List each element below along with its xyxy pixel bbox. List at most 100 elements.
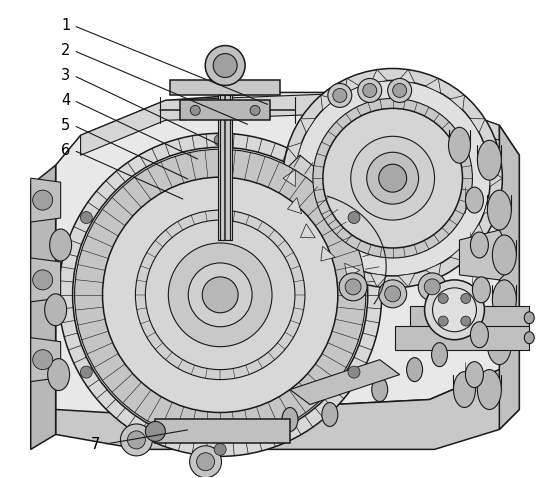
Circle shape xyxy=(73,147,368,443)
Text: 1: 1 xyxy=(61,18,70,33)
Circle shape xyxy=(333,88,347,102)
Polygon shape xyxy=(450,246,464,261)
Ellipse shape xyxy=(282,408,298,432)
Circle shape xyxy=(214,444,226,456)
Circle shape xyxy=(80,366,92,378)
Polygon shape xyxy=(484,197,498,214)
Ellipse shape xyxy=(492,280,516,320)
Text: 3: 3 xyxy=(61,68,70,83)
Circle shape xyxy=(190,105,200,115)
Polygon shape xyxy=(371,273,387,287)
Circle shape xyxy=(169,243,272,347)
Circle shape xyxy=(213,54,237,77)
Ellipse shape xyxy=(525,312,534,324)
Polygon shape xyxy=(410,306,530,330)
Polygon shape xyxy=(56,340,519,449)
Circle shape xyxy=(461,316,471,326)
Text: 6: 6 xyxy=(61,143,70,158)
Circle shape xyxy=(424,279,440,295)
Circle shape xyxy=(202,277,238,313)
Ellipse shape xyxy=(492,235,516,275)
Circle shape xyxy=(136,210,305,380)
Ellipse shape xyxy=(45,294,66,326)
Circle shape xyxy=(384,286,401,302)
Polygon shape xyxy=(80,92,499,155)
Ellipse shape xyxy=(47,358,70,391)
Circle shape xyxy=(283,68,502,288)
Polygon shape xyxy=(321,95,335,110)
Circle shape xyxy=(328,84,352,108)
Ellipse shape xyxy=(487,190,511,230)
Circle shape xyxy=(188,263,252,327)
Text: 7: 7 xyxy=(91,437,100,452)
Circle shape xyxy=(146,422,165,441)
Polygon shape xyxy=(459,230,509,280)
Polygon shape xyxy=(371,70,387,83)
Text: 2: 2 xyxy=(61,43,70,58)
Polygon shape xyxy=(300,119,315,132)
Ellipse shape xyxy=(150,425,160,437)
Polygon shape xyxy=(56,92,519,414)
Circle shape xyxy=(214,134,226,146)
Ellipse shape xyxy=(449,127,470,163)
Circle shape xyxy=(393,84,407,98)
Ellipse shape xyxy=(478,369,501,410)
Polygon shape xyxy=(470,119,485,132)
Circle shape xyxy=(345,279,361,295)
Circle shape xyxy=(358,78,382,102)
Circle shape xyxy=(418,273,446,301)
Text: 5: 5 xyxy=(61,118,70,133)
Circle shape xyxy=(339,273,367,301)
Ellipse shape xyxy=(465,187,483,213)
Polygon shape xyxy=(470,224,485,238)
Circle shape xyxy=(367,152,418,204)
Polygon shape xyxy=(283,170,295,186)
Circle shape xyxy=(348,212,360,224)
Polygon shape xyxy=(218,96,232,240)
Circle shape xyxy=(33,190,52,210)
Circle shape xyxy=(379,280,407,308)
Polygon shape xyxy=(290,359,400,404)
Ellipse shape xyxy=(372,378,388,402)
Circle shape xyxy=(190,446,222,478)
Polygon shape xyxy=(170,80,280,96)
Circle shape xyxy=(438,316,448,326)
Polygon shape xyxy=(180,100,270,120)
Polygon shape xyxy=(426,78,441,93)
Ellipse shape xyxy=(470,232,488,258)
Circle shape xyxy=(432,288,477,332)
Circle shape xyxy=(348,366,360,378)
Circle shape xyxy=(59,133,382,456)
Circle shape xyxy=(33,350,52,369)
Ellipse shape xyxy=(473,277,490,303)
Polygon shape xyxy=(31,165,56,449)
Polygon shape xyxy=(287,143,302,159)
Circle shape xyxy=(205,45,245,86)
Ellipse shape xyxy=(525,332,534,344)
Circle shape xyxy=(80,212,92,224)
Ellipse shape xyxy=(470,322,488,348)
Text: 4: 4 xyxy=(61,93,70,108)
Polygon shape xyxy=(499,125,519,429)
Circle shape xyxy=(33,270,52,290)
Polygon shape xyxy=(345,78,360,93)
Polygon shape xyxy=(287,197,302,214)
Ellipse shape xyxy=(487,325,511,365)
Ellipse shape xyxy=(322,402,338,426)
Circle shape xyxy=(438,293,448,304)
Ellipse shape xyxy=(478,140,501,180)
Circle shape xyxy=(75,149,365,440)
Circle shape xyxy=(121,424,152,456)
Polygon shape xyxy=(250,155,353,228)
Polygon shape xyxy=(426,263,441,278)
Polygon shape xyxy=(300,224,315,238)
Circle shape xyxy=(388,78,412,102)
Circle shape xyxy=(351,136,435,220)
Circle shape xyxy=(295,80,490,276)
Circle shape xyxy=(379,164,407,192)
Circle shape xyxy=(313,98,473,258)
Circle shape xyxy=(250,105,260,115)
Polygon shape xyxy=(31,338,61,381)
Circle shape xyxy=(425,280,484,340)
Polygon shape xyxy=(345,263,360,278)
